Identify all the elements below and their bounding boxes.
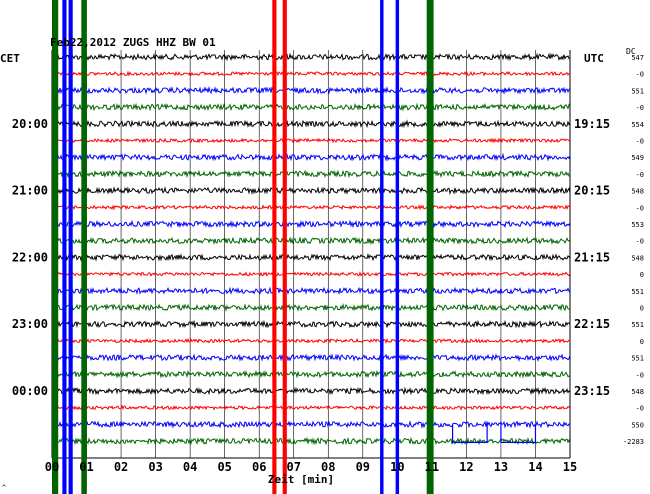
seismic-trace [51, 52, 571, 62]
seismic-trace [51, 404, 571, 411]
dc-offset-value: -2283 [623, 438, 644, 446]
left-hour-label: 00:00 [12, 384, 48, 398]
x-axis-label: Zeit [min] [268, 473, 334, 486]
x-tick-label: 03 [148, 460, 162, 474]
dc-label: DC [626, 47, 636, 56]
seismic-trace [51, 302, 571, 312]
dc-offset-value: 554 [631, 121, 644, 129]
dc-offset-value: 0 [640, 338, 644, 346]
seismic-trace [51, 271, 571, 278]
dc-offset-value: 551 [631, 355, 644, 363]
x-tick-label: 08 [321, 460, 335, 474]
seismic-trace [51, 70, 571, 77]
seismic-trace [51, 137, 571, 144]
signal-burst [282, 0, 287, 494]
signal-burst [81, 0, 87, 494]
signal-burst [395, 0, 400, 494]
dc-offset-value: 551 [631, 87, 644, 95]
x-tick-label: 10 [390, 460, 404, 474]
dc-offset-value: -0 [636, 104, 644, 112]
dc-offset-value: 547 [631, 54, 644, 62]
dc-offset-value: -0 [636, 204, 644, 212]
right-hour-label: 22:15 [574, 317, 610, 331]
seismic-trace [51, 286, 571, 295]
x-tick-label: 01 [79, 460, 93, 474]
seismic-trace [51, 219, 571, 229]
left-hour-label: 23:00 [12, 317, 48, 331]
x-tick-label: 02 [114, 460, 128, 474]
trace-gap-marker [451, 424, 488, 443]
dc-offset-value: 548 [631, 188, 644, 196]
dc-offset-value: -0 [636, 238, 644, 246]
x-tick-label: 12 [459, 460, 473, 474]
x-tick-label: 07 [287, 460, 301, 474]
seismic-trace [51, 369, 571, 379]
dc-offset-value: 551 [631, 288, 644, 296]
left-hour-label: 22:00 [12, 250, 48, 264]
seismic-trace [51, 85, 571, 95]
seismic-trace [51, 253, 571, 262]
seismic-trace [51, 436, 571, 446]
dc-offset-value: 0 [640, 271, 644, 279]
dc-offset-value: -0 [636, 371, 644, 379]
signal-burst [62, 0, 67, 494]
dc-offset-value: 550 [631, 421, 644, 429]
dc-offset-value: 0 [640, 305, 644, 313]
right-hour-label: 20:15 [574, 184, 610, 198]
dc-offset-value: 548 [631, 388, 644, 396]
x-tick-label: 09 [356, 460, 370, 474]
dc-offset-value: 553 [631, 221, 644, 229]
seismic-trace [51, 152, 571, 162]
seismic-trace [51, 420, 571, 429]
signal-burst [68, 0, 73, 494]
dc-offset-value: 551 [631, 321, 644, 329]
seismic-trace [51, 204, 571, 211]
right-hour-label: 19:15 [574, 117, 610, 131]
x-tick-label: 13 [494, 460, 508, 474]
signal-burst [52, 0, 59, 494]
dc-offset-value: -0 [636, 138, 644, 146]
seismic-trace [51, 119, 571, 129]
footer-mark: ^ [2, 484, 6, 492]
dc-offset-value: -0 [636, 171, 644, 179]
x-tick-label: 06 [252, 460, 266, 474]
x-tick-label: 14 [528, 460, 542, 474]
seismic-trace [51, 186, 571, 195]
seismic-trace [51, 353, 571, 362]
seismic-trace [51, 319, 571, 329]
dc-offset-value: 548 [631, 254, 644, 262]
seismic-trace [51, 337, 571, 344]
x-tick-label: 00 [45, 460, 59, 474]
x-tick-label: 05 [217, 460, 231, 474]
left-timezone-label: CET [0, 52, 20, 65]
dc-offset-value: -0 [636, 71, 644, 79]
seismic-trace [51, 236, 571, 246]
left-hour-label: 20:00 [12, 117, 48, 131]
left-hour-label: 21:00 [12, 184, 48, 198]
right-hour-label: 21:15 [574, 250, 610, 264]
signal-burst [426, 0, 434, 494]
signal-burst [380, 0, 384, 494]
seismic-trace [51, 102, 571, 112]
right-timezone-label: UTC [584, 52, 604, 65]
signal-burst [272, 0, 277, 494]
dc-offset-value: -0 [636, 405, 644, 413]
seismic-trace [51, 386, 571, 396]
right-hour-label: 23:15 [574, 384, 610, 398]
x-tick-label: 11 [425, 460, 439, 474]
seismic-trace [51, 169, 571, 179]
dc-offset-value: 549 [631, 154, 644, 162]
chart-title: Feb22,2012 ZUGS HHZ BW 01 [50, 36, 216, 49]
x-tick-label: 04 [183, 460, 197, 474]
x-tick-label: 15 [563, 460, 577, 474]
trace-gap-marker [500, 424, 537, 443]
